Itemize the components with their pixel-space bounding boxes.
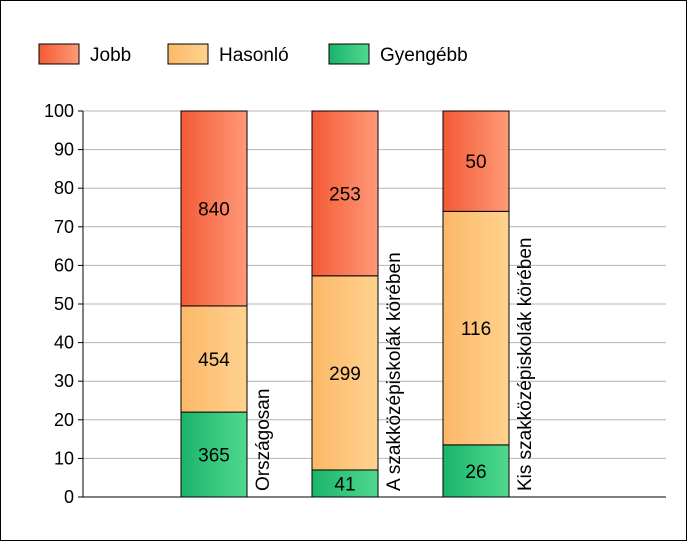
category-label-3: Kis szakközépiskolák körében xyxy=(515,238,536,491)
y-tick-label: 10 xyxy=(54,448,74,468)
category-label-2: A szakközépiskolák körében xyxy=(384,252,405,491)
bars: 365 454 840 Országosan 41 299 253 A szakközépis… xyxy=(180,110,536,498)
data-label-hasonlo-2: 299 xyxy=(329,364,361,385)
legend-swatch-jobb xyxy=(38,43,80,65)
bar-jobb-1 xyxy=(180,110,248,307)
legend-label-gyengebb: Gyengébb xyxy=(380,45,468,66)
y-tick-label: 40 xyxy=(54,333,74,353)
axes: 0 10 20 30 40 50 60 70 80 90 100 xyxy=(44,101,666,507)
legend-swatch-gyengebb xyxy=(328,43,370,65)
legend: Jobb Hasonló Gyengébb xyxy=(38,43,468,66)
data-label-jobb-1: 840 xyxy=(198,199,230,220)
data-label-gyengebb-2: 41 xyxy=(334,474,355,495)
data-label-gyengebb-3: 26 xyxy=(465,462,486,483)
bar-gyengebb-2 xyxy=(311,469,379,498)
y-tick-label: 30 xyxy=(54,371,74,391)
y-tick-label: 70 xyxy=(54,217,74,237)
data-label-hasonlo-1: 454 xyxy=(198,350,230,371)
legend-label-jobb: Jobb xyxy=(90,45,131,66)
category-label-1: Országosan xyxy=(253,389,274,491)
data-label-jobb-3: 50 xyxy=(465,152,486,173)
y-tick-label: 60 xyxy=(54,255,74,275)
y-tick-label: 90 xyxy=(54,140,74,160)
data-label-jobb-2: 253 xyxy=(329,184,361,205)
y-tick-label: 0 xyxy=(64,487,74,507)
data-label-hasonlo-3: 116 xyxy=(461,319,491,340)
bar-hasonlo-1 xyxy=(180,305,248,413)
bar-hasonlo-2 xyxy=(311,275,379,471)
bar-jobb-2 xyxy=(311,110,379,277)
y-tick-label: 100 xyxy=(44,101,74,121)
y-tick-label: 20 xyxy=(54,410,74,430)
bar-jobb-3 xyxy=(442,110,510,212)
bar-gyengebb-3 xyxy=(442,444,510,498)
bar-hasonlo-3 xyxy=(442,210,510,446)
legend-label-hasonlo: Hasonló xyxy=(219,45,289,66)
legend-swatch-hasonlo xyxy=(167,43,209,65)
y-tick-label: 50 xyxy=(54,294,74,314)
y-tick-label: 80 xyxy=(54,178,74,198)
bar-gyengebb-1 xyxy=(180,411,248,498)
data-label-gyengebb-1: 365 xyxy=(198,446,230,467)
